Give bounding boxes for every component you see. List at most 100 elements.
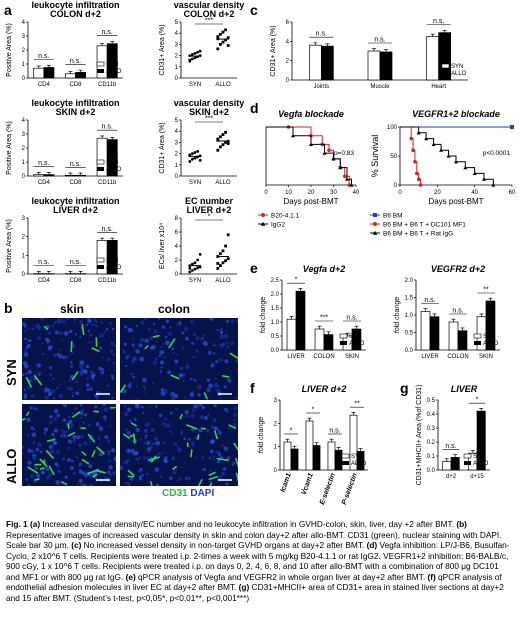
micro-row-syn: SYN	[4, 359, 19, 386]
y-tick-label: 1.5	[405, 296, 414, 302]
cd31-vessel	[43, 459, 46, 466]
sig-label: n.s.	[346, 315, 357, 322]
dapi-nucleus	[98, 366, 103, 371]
dapi-nucleus	[163, 356, 166, 359]
dapi-nucleus	[225, 341, 229, 344]
chart-title-line1: leukocyte infiltration	[31, 0, 119, 10]
dapi-nucleus	[107, 450, 111, 453]
dapi-nucleus	[142, 456, 146, 460]
sig-label: *	[208, 214, 211, 221]
survival-marker	[418, 183, 423, 187]
dapi-nucleus	[88, 461, 91, 463]
dapi-nucleus	[38, 371, 42, 375]
x-tick-label: P-selectin	[341, 472, 359, 505]
cd31-vessel	[67, 432, 76, 437]
dapi-nucleus	[53, 437, 56, 440]
dapi-nucleus	[202, 334, 206, 337]
dapi-nucleus	[187, 415, 190, 418]
data-point-allo	[224, 141, 227, 144]
legend-label-0: B6 BM	[383, 212, 403, 219]
y-tick-label: 1	[22, 253, 26, 259]
dapi-nucleus	[56, 386, 60, 390]
dapi-nucleus	[99, 444, 102, 447]
dapi-nucleus	[49, 373, 53, 377]
dapi-nucleus	[79, 424, 82, 427]
data-point-allo	[216, 148, 220, 152]
dapi-nucleus	[41, 352, 45, 356]
dapi-nucleus	[90, 440, 92, 442]
dapi-nucleus	[210, 439, 215, 444]
dapi-nucleus	[57, 470, 61, 473]
y-tick-label: 100	[387, 125, 398, 131]
survival-line-2	[400, 126, 494, 185]
legend-swatch-syn	[341, 453, 350, 459]
dapi-nucleus	[164, 425, 167, 428]
dapi-nucleus	[53, 417, 58, 422]
dapi-nucleus	[25, 478, 28, 481]
dapi-nucleus	[111, 376, 115, 380]
dapi-nucleus	[226, 367, 229, 370]
caption-d-label: (d)	[366, 540, 378, 550]
dapi-nucleus	[161, 356, 163, 358]
dapi-nucleus	[86, 388, 90, 392]
x-tick-label: CD4	[38, 82, 51, 88]
x-tick-label: CD4	[38, 180, 51, 186]
y-tick-label: 0.0	[405, 348, 414, 354]
dapi-nucleus	[191, 427, 195, 432]
y-axis-label: CD31+MHCII+ Area (%of CD31)	[416, 385, 423, 486]
survival-marker	[416, 130, 421, 135]
dapi-nucleus	[67, 446, 71, 450]
cd31-vessel	[229, 352, 238, 360]
legend-label-1: B6 BM + B6 T + DC101 MF1	[383, 221, 466, 228]
sig-label: n.s.	[374, 37, 385, 44]
dapi-nucleus	[138, 475, 143, 479]
data-point-allo	[224, 38, 227, 42]
dapi-nucleus	[103, 407, 109, 412]
dapi-nucleus	[155, 483, 160, 486]
y-axis-label: Positive Area (%)	[6, 121, 13, 175]
dapi-nucleus	[154, 357, 158, 361]
dapi-nucleus	[97, 436, 101, 440]
dapi-nucleus	[62, 457, 66, 461]
cd31-vessel	[208, 483, 213, 486]
x-tick-label: 40	[353, 190, 360, 196]
data-point-allo	[221, 30, 225, 34]
data-point-syn	[193, 51, 197, 55]
dapi-nucleus	[123, 342, 127, 346]
y-axis-label: CD31+ Area (%)	[159, 122, 166, 173]
x-tick-label: 10	[285, 190, 292, 196]
legend-label-allo: ALLO	[349, 341, 365, 347]
y-tick-label: 4	[175, 244, 179, 250]
dapi-nucleus	[99, 333, 104, 338]
x-tick-label: Vcam1	[301, 472, 315, 496]
dapi-nucleus	[99, 372, 102, 374]
dapi-nucleus	[150, 429, 154, 433]
micro-col-skin: skin	[60, 302, 85, 316]
dapi-nucleus	[191, 342, 194, 345]
dapi-nucleus	[75, 456, 78, 459]
y-tick-label: 2	[286, 59, 290, 65]
dapi-nucleus	[82, 421, 86, 425]
dapi-nucleus	[180, 430, 184, 434]
dapi-nucleus	[99, 346, 103, 350]
dapi-nucleus	[78, 478, 83, 483]
sig-label: n.s.	[102, 124, 113, 131]
dapi-nucleus	[51, 389, 56, 394]
dapi-nucleus	[158, 354, 161, 357]
dapi-nucleus	[145, 422, 150, 427]
bar-syn	[33, 67, 45, 79]
cd31-vessel	[95, 469, 106, 474]
legend-label-syn: SYN	[351, 454, 363, 460]
dapi-nucleus	[125, 428, 129, 432]
dapi-nucleus	[140, 320, 145, 325]
dapi-nucleus	[47, 392, 52, 397]
bar-allo	[356, 450, 365, 471]
dapi-nucleus	[219, 330, 224, 335]
dapi-nucleus	[79, 364, 84, 370]
dapi-nucleus	[61, 338, 64, 341]
dapi-nucleus	[89, 387, 93, 391]
dapi-nucleus	[175, 469, 178, 471]
dapi-nucleus	[235, 319, 238, 323]
dapi-nucleus	[94, 405, 98, 409]
